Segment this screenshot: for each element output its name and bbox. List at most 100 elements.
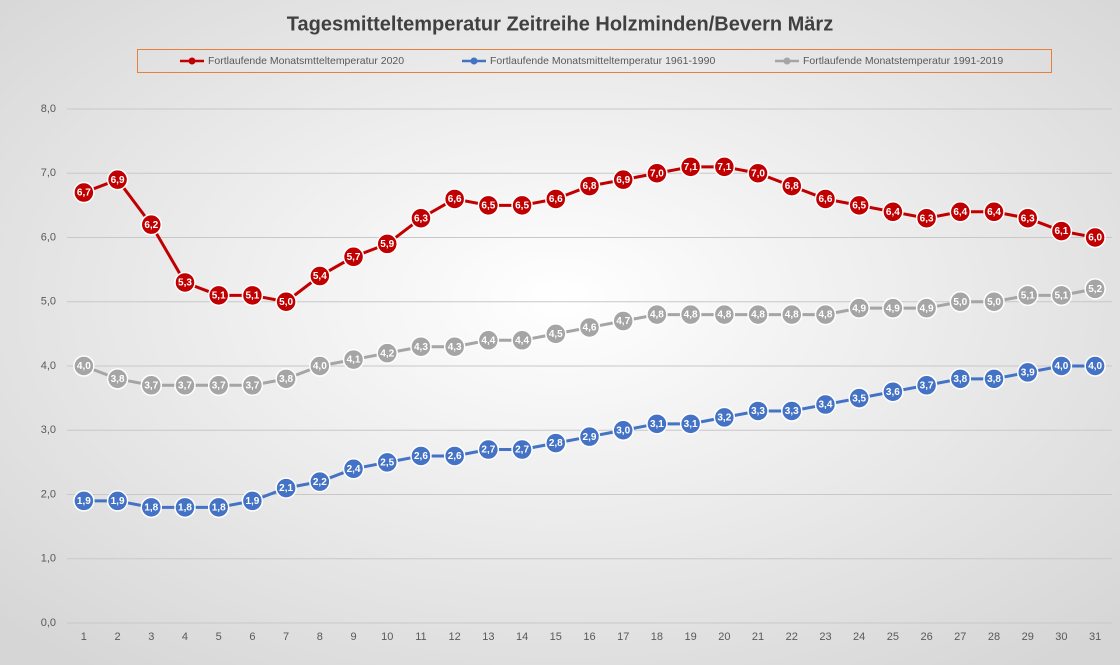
- data-point: [174, 374, 196, 397]
- data-point: [1016, 207, 1039, 229]
- data-point: [545, 432, 567, 454]
- data-label: 7,0: [650, 168, 664, 179]
- data-point: [814, 393, 837, 416]
- data-point: [747, 400, 769, 422]
- data-label: 2,5: [380, 458, 394, 469]
- x-tick-label: 24: [853, 631, 865, 643]
- x-tick-label: 15: [550, 631, 562, 643]
- data-label: 6,3: [1021, 213, 1035, 224]
- data-label: 3,7: [920, 380, 934, 391]
- data-point: [140, 496, 163, 519]
- data-point: [275, 368, 297, 390]
- legend-label: Fortlaufende Monatstemperatur 1991-2019: [803, 55, 1003, 67]
- data-label: 2,7: [515, 445, 529, 456]
- data-label: 3,1: [650, 419, 664, 430]
- data-label: 1,8: [178, 502, 192, 513]
- data-point: [1050, 220, 1073, 242]
- data-point: [106, 490, 129, 512]
- data-point: [612, 310, 634, 332]
- y-tick-label: 8,0: [41, 103, 56, 115]
- data-point: [612, 419, 634, 441]
- data-label: 4,8: [717, 310, 731, 321]
- data-label: 2,8: [549, 438, 563, 449]
- data-label: 4,3: [448, 342, 462, 353]
- data-point: [646, 413, 668, 435]
- x-tick-label: 1: [81, 631, 87, 643]
- data-label: 6,0: [1088, 233, 1102, 244]
- data-point: [949, 291, 972, 313]
- data-label: 6,6: [448, 194, 462, 205]
- data-label: 5,1: [245, 290, 259, 301]
- data-point: [342, 458, 365, 480]
- legend-label: Fortlaufende Monatsmtteltemperatur 2020: [208, 55, 404, 67]
- data-point: [679, 413, 702, 435]
- data-label: 3,0: [616, 425, 630, 436]
- data-point: [376, 233, 398, 255]
- data-label: 4,9: [920, 303, 934, 314]
- data-point: [309, 355, 331, 377]
- data-label: 3,8: [953, 374, 967, 385]
- data-point: [207, 496, 230, 519]
- data-point: [747, 303, 769, 326]
- data-label: 6,8: [785, 181, 799, 192]
- y-tick-label: 0,0: [41, 617, 56, 629]
- x-tick-label: 12: [449, 631, 461, 643]
- data-point: [207, 284, 230, 307]
- data-point: [781, 400, 803, 422]
- data-point: [578, 425, 601, 448]
- data-point: [511, 329, 533, 352]
- data-label: 4,1: [347, 355, 361, 366]
- data-point: [545, 323, 567, 345]
- data-point: [73, 490, 95, 512]
- x-tick-label: 27: [954, 631, 966, 643]
- data-point: [814, 303, 837, 326]
- data-label: 4,3: [414, 342, 428, 353]
- data-label: 3,4: [819, 400, 833, 411]
- data-point: [882, 201, 904, 223]
- data-label: 7,0: [751, 168, 765, 179]
- legend-box: [137, 49, 1052, 73]
- data-point: [443, 445, 466, 467]
- data-label: 1,8: [212, 502, 226, 513]
- data-label: 4,8: [684, 310, 698, 321]
- data-label: 6,3: [414, 213, 428, 224]
- data-label: 6,1: [1054, 226, 1068, 237]
- data-label: 1,8: [144, 502, 158, 513]
- data-label: 5,1: [212, 290, 226, 301]
- x-tick-label: 28: [988, 631, 1000, 643]
- data-point: [848, 194, 870, 217]
- data-label: 3,6: [886, 387, 900, 398]
- data-label: 6,5: [515, 201, 529, 212]
- y-tick-label: 3,0: [41, 424, 56, 436]
- data-label: 5,0: [279, 297, 293, 308]
- data-label: 1,9: [77, 496, 91, 507]
- data-point: [106, 368, 129, 390]
- data-label: 3,2: [717, 413, 731, 424]
- data-label: 1,9: [245, 496, 259, 507]
- data-point: [174, 496, 196, 519]
- data-point: [1084, 226, 1106, 249]
- data-point: [713, 303, 736, 326]
- data-point: [646, 162, 668, 184]
- x-tick-label: 11: [415, 631, 426, 643]
- data-label: 2,6: [448, 451, 462, 462]
- x-tick-label: 3: [148, 631, 154, 643]
- data-point: [477, 194, 500, 217]
- data-label: 4,4: [515, 335, 529, 346]
- data-label: 3,3: [751, 406, 765, 417]
- x-tick-label: 5: [216, 631, 222, 643]
- data-point: [477, 329, 500, 352]
- x-tick-label: 26: [920, 631, 932, 643]
- data-label: 6,9: [616, 175, 630, 186]
- data-label: 4,5: [549, 329, 563, 340]
- legend-marker: [470, 57, 478, 65]
- data-point: [174, 271, 196, 294]
- data-label: 4,8: [650, 310, 664, 321]
- data-point: [814, 188, 837, 210]
- data-label: 4,0: [313, 361, 327, 372]
- data-point: [443, 188, 466, 210]
- data-label: 3,7: [245, 380, 259, 391]
- data-point: [882, 380, 904, 403]
- data-label: 5,1: [1054, 290, 1068, 301]
- x-tick-label: 2: [115, 631, 121, 643]
